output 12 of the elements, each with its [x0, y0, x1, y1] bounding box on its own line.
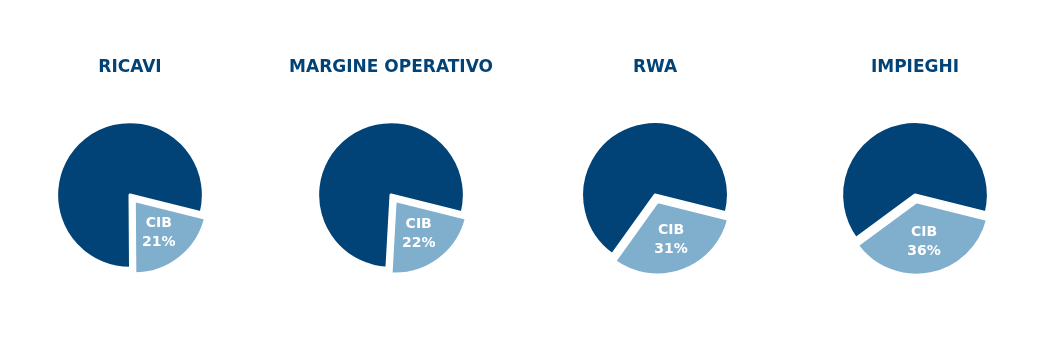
data-label: 21%	[142, 233, 176, 250]
slice-label: CIB	[910, 223, 938, 240]
chart-title: IMPIEGHI	[870, 55, 960, 76]
data-label: 36%	[907, 242, 941, 259]
chart-title: RWA	[632, 55, 678, 76]
slice-label: CIB	[145, 214, 172, 231]
chart-title: RICAVI	[98, 55, 162, 76]
slice-label: CIB	[658, 221, 685, 238]
slice-label: CIB	[405, 215, 432, 232]
data-label: 22%	[401, 234, 436, 251]
chart-title: MARGINE OPERATIVO	[289, 55, 493, 76]
data-label: 31%	[654, 240, 688, 257]
